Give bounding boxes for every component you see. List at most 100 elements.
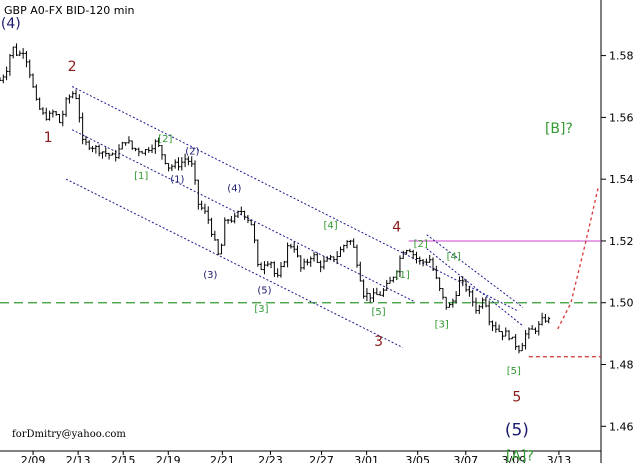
y-tick-label: 1.50 [609,297,633,310]
price-bar [342,244,346,253]
price-bar [454,291,458,304]
price-bar [74,89,78,100]
wave-label: [5] [507,366,521,377]
price-bar [444,296,448,310]
wave-label: [1] [134,171,148,182]
price-bar [147,146,151,153]
price-bar [372,288,376,303]
price-bar [507,330,511,341]
price-bar [81,112,85,145]
price-bar [223,217,227,246]
price-bar [345,240,349,249]
price-bar [196,179,200,210]
price-bar [533,327,537,334]
x-tick-label: 3/05 [405,454,430,463]
wave-label: [2] [158,134,172,145]
price-bar [312,251,316,262]
price-bar [494,321,498,333]
wave-label: [4] [447,251,461,262]
wave-label: (4) [227,184,241,195]
price-bar [24,50,28,68]
price-bar [517,345,521,354]
trend-channel-line [426,234,524,308]
y-tick-label: 1.58 [609,50,633,63]
y-tick-label: 1.46 [609,420,633,433]
price-bar [167,162,171,172]
price-bar [282,260,286,268]
price-bar [355,244,359,268]
price-bar [381,288,385,297]
price-bar [401,250,405,259]
price-bar [514,334,518,350]
price-bar [134,147,138,152]
price-bar [487,300,491,326]
price-bar [329,254,333,261]
price-bar [500,331,504,341]
price-bar [299,255,303,272]
price-bar [266,261,270,267]
price-bar [441,288,445,300]
price-bar [100,151,104,159]
price-bar [130,140,134,150]
price-bar [229,215,233,223]
price-bar [474,297,478,314]
price-bar [5,66,9,81]
price-bar [481,297,485,309]
price-bar [163,154,167,165]
price-bar [295,245,299,258]
price-bar [137,147,141,157]
chart-title: GBP A0-FX BID-120 min [4,4,135,17]
price-bar [457,276,461,297]
wave-label: [A]? [506,448,534,463]
price-bar [477,304,481,315]
price-bar [193,160,197,185]
price-bar [418,256,422,265]
price-bar [71,91,75,99]
price-bar [200,200,204,211]
price-bar [243,210,247,220]
price-bar [190,156,194,167]
wave-label: 2 [68,59,77,75]
wave-label: (1) [170,174,184,185]
price-bar [547,316,551,324]
price-bar [348,239,352,245]
x-tick-label: 2/19 [156,454,181,463]
wave-label: (2) [185,146,199,157]
author-credit: forDmitry@yahoo.com [12,429,126,440]
wave-label: (5) [505,421,529,441]
price-bar [21,48,25,59]
price-bar [292,241,296,253]
price-bar [497,324,501,333]
price-bar [391,276,395,283]
price-bar [431,257,435,271]
trend-channel-line [65,178,403,348]
x-tick-label: 2/15 [111,454,136,463]
price-bar [186,156,190,166]
price-bar [18,50,22,57]
wave-label: [4] [323,221,337,232]
price-bar [97,144,101,157]
price-bar [203,203,207,215]
y-tick-label: 1.52 [609,235,633,248]
price-bar [110,152,114,156]
price-bar [41,107,45,115]
price-bar [289,243,293,249]
wave-label: [2] [414,239,428,250]
price-bar [537,321,541,336]
price-bar [226,219,230,224]
price-bar [160,145,164,160]
price-bar [120,141,124,150]
price-bar [262,261,266,275]
chart-marks [0,43,601,358]
price-bar [236,210,240,219]
price-bar [61,110,65,127]
price-bar [94,145,98,154]
price-bar [54,110,58,116]
price-bar [170,164,174,172]
price-bar [269,261,273,269]
wave-label: [5] [372,307,386,318]
price-bar [84,135,88,146]
price-bar [540,312,544,326]
price-bar [428,254,432,263]
